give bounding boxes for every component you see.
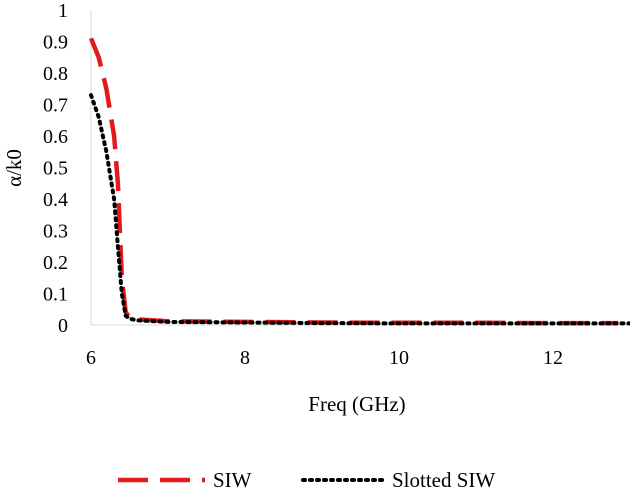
legend: SIW Slotted SIW: [118, 468, 495, 489]
y-tick-label: 0.9: [43, 32, 68, 54]
y-axis-label: α/k0: [2, 149, 26, 187]
x-tick-label: 12: [543, 347, 563, 369]
x-tick-label: 8: [240, 347, 250, 369]
y-tick-label: 0.8: [43, 63, 68, 85]
series-line-slotted-siw: [89, 93, 630, 326]
x-tick-label: 6: [86, 347, 96, 369]
y-tick-label: 0.5: [43, 158, 68, 180]
y-tick-label: 0.4: [43, 189, 68, 211]
y-tick-label: 0.3: [43, 221, 68, 243]
legend-label-slotted-siw: Slotted SIW: [392, 468, 495, 489]
y-tick-label: 0.7: [43, 95, 68, 117]
y-tick-label: 0.2: [43, 252, 68, 274]
legend-label-siw: SIW: [213, 468, 252, 489]
y-tick-label: 1: [58, 0, 68, 22]
y-tick-label: 0: [58, 315, 68, 337]
y-tick-label: 0.1: [43, 284, 68, 306]
x-tick-label: 10: [389, 347, 409, 369]
y-tick-label: 0.6: [43, 126, 68, 148]
x-axis-label: Freq (GHz): [308, 392, 405, 416]
series-line-siw: [88, 37, 619, 326]
